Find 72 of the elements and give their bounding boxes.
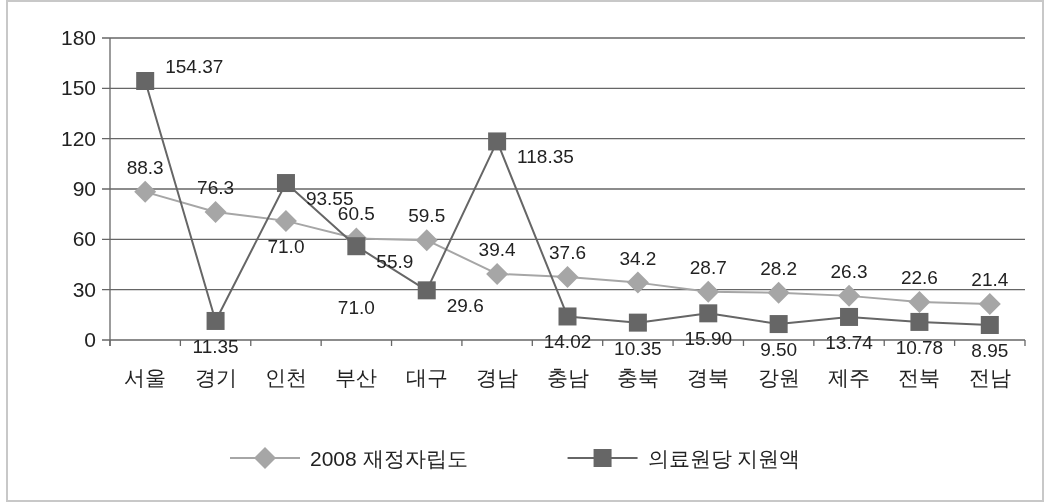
point [910,312,929,331]
data-label: 34.2 [619,247,657,269]
data-label: 10.78 [895,336,944,358]
y-tick-label: 60 [72,227,96,251]
data-label: 10.35 [614,337,662,359]
point [204,200,227,223]
point [697,280,720,303]
data-label: 88.3 [126,156,164,178]
x-tick-label: 경기 [194,366,237,389]
x-tick-label: 전남 [968,366,1011,389]
data-label: 29.6 [446,295,484,317]
x-tick-label: 전북 [898,366,941,389]
point [488,132,507,151]
point [908,291,931,314]
point [628,313,647,332]
point [699,304,718,323]
point [417,281,436,300]
data-label: 55.9 [376,251,414,273]
point [767,281,790,304]
x-tick-label: 제주 [828,366,871,389]
point [769,315,788,334]
x-tick-label: 부산 [335,366,378,389]
point [206,311,225,330]
point [626,271,649,294]
data-label: 14.02 [543,331,592,353]
y-tick-label: 30 [72,277,96,301]
data-label: 37.6 [549,241,586,263]
point [978,293,1001,316]
data-label: 71.0 [267,235,305,257]
point [274,209,297,232]
point [558,307,577,326]
data-label: 118.35 [517,146,574,168]
x-tick-label: 대구 [405,366,448,389]
data-label: 39.4 [478,238,517,260]
x-tick-label: 인천 [264,366,307,389]
legend-label: 의료원당 지원액 [647,447,801,470]
data-label: 28.2 [760,257,798,279]
point [840,307,859,326]
y-tick-label: 90 [72,177,96,200]
y-tick-label: 180 [60,26,96,49]
x-tick-label: 경북 [687,366,730,389]
data-label: 13.74 [825,331,874,353]
legend-label: 2008 재정자립도 [310,447,468,470]
data-label: 154.37 [165,56,224,77]
x-tick-label: 서울 [124,366,167,389]
y-tick-label: 120 [60,126,96,150]
point [347,237,366,256]
data-label: 59.5 [408,205,446,227]
point [486,262,509,285]
data-label: 9.50 [760,339,798,361]
data-label: 15.90 [684,328,733,350]
data-label: 21.4 [971,269,1009,291]
x-tick-label: 충남 [546,366,589,389]
point [136,72,155,90]
data-label: 26.3 [830,260,868,282]
x-tick-label: 경남 [476,366,519,389]
data-label: 8.95 [971,339,1009,361]
point [980,315,999,334]
data-label: 28.7 [689,256,727,278]
point [415,229,438,252]
x-tick-label: 충북 [616,366,659,389]
point [838,284,861,307]
y-tick-label: 0 [84,328,96,351]
point [134,180,157,203]
data-label: 11.35 [192,335,239,357]
annotation: 71.0 [337,296,375,318]
point [276,174,295,193]
data-label: 76.3 [197,176,235,198]
point [556,265,579,288]
x-tick-label: 강원 [757,366,800,389]
data-label: 22.6 [900,267,938,289]
y-tick-label: 150 [60,76,96,100]
